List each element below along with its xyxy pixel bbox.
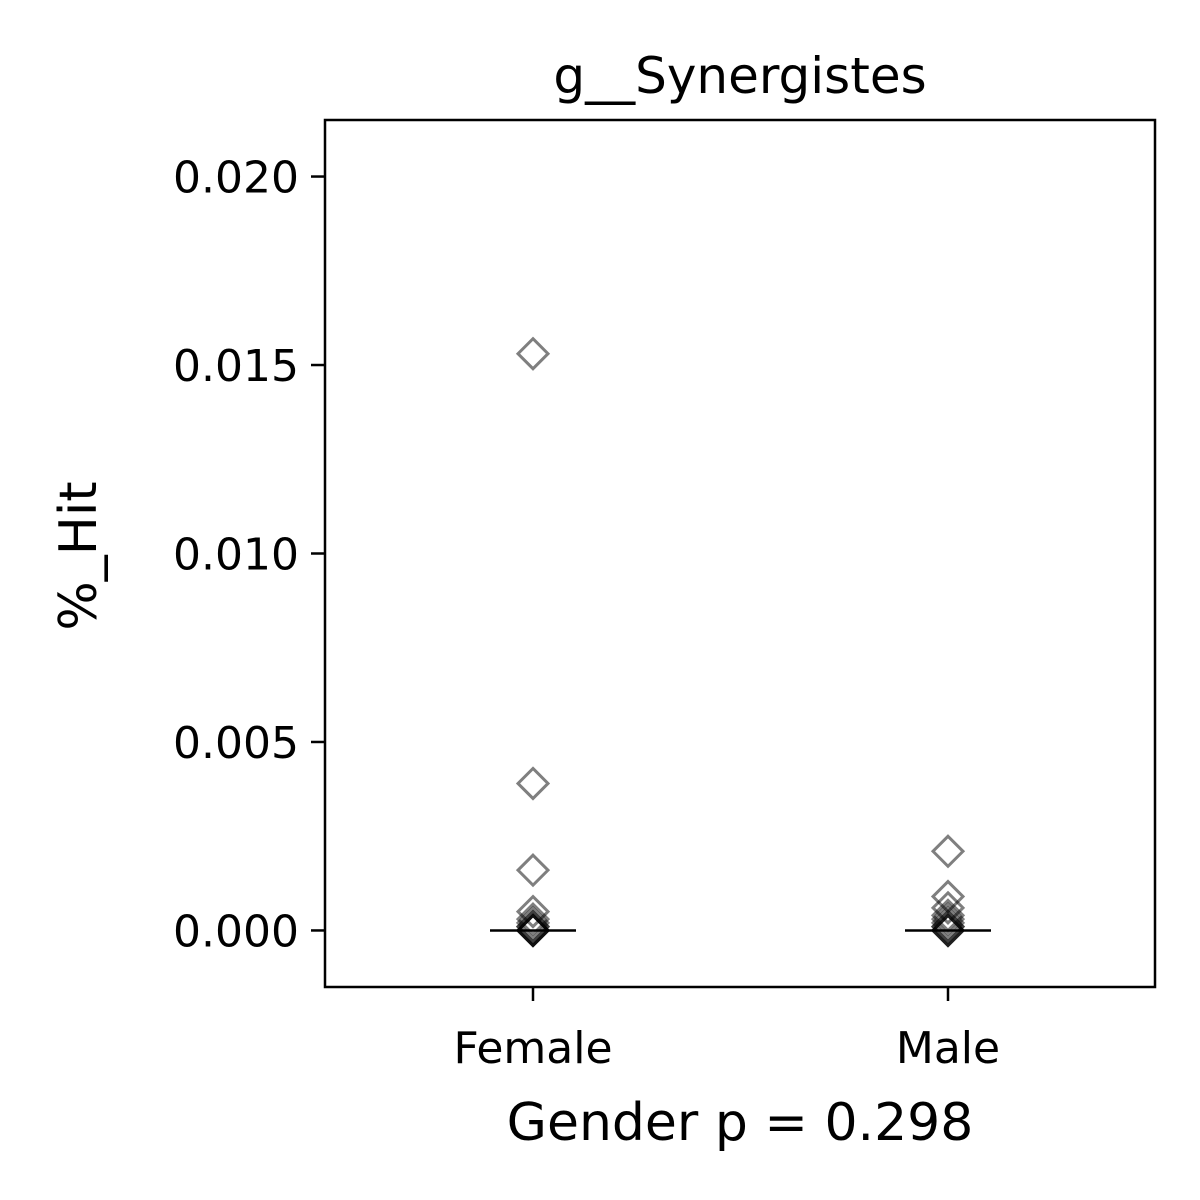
y-tick-label: 0.010 [173, 530, 299, 581]
x-tick-label: Female [453, 1023, 612, 1074]
y-tick-label: 0.005 [173, 718, 299, 769]
data-point-marker [515, 909, 551, 944]
data-point-marker [930, 913, 966, 948]
plot-frame [323, 118, 1157, 989]
data-point-marker [930, 834, 966, 869]
data-point-marker [930, 902, 966, 937]
data-point-marker [930, 909, 966, 944]
data-point-marker [515, 905, 551, 941]
data-point-marker [515, 336, 551, 371]
data-point-marker [515, 902, 551, 937]
y-axis: 0.000 0.005 0.010 0.015 0.020 [173, 153, 325, 957]
data-point-marker [515, 766, 551, 801]
x-axis: Female Male [453, 987, 1000, 1074]
data-point-marker [515, 853, 551, 888]
data-point-marker [930, 890, 966, 925]
chart-title: g__Synergistes [553, 47, 926, 105]
data-point-marker [515, 894, 551, 929]
y-tick-label: 0.015 [173, 341, 299, 392]
y-axis-label: %_Hit [49, 481, 109, 630]
x-tick-label: Male [896, 1023, 1000, 1074]
y-tick-label: 0.020 [173, 153, 299, 204]
points-layer [515, 336, 966, 948]
data-point-marker [930, 905, 966, 941]
x-axis-label: Gender p = 0.298 [507, 1093, 974, 1153]
y-tick-label: 0.000 [173, 906, 299, 957]
data-point-marker [515, 913, 551, 948]
